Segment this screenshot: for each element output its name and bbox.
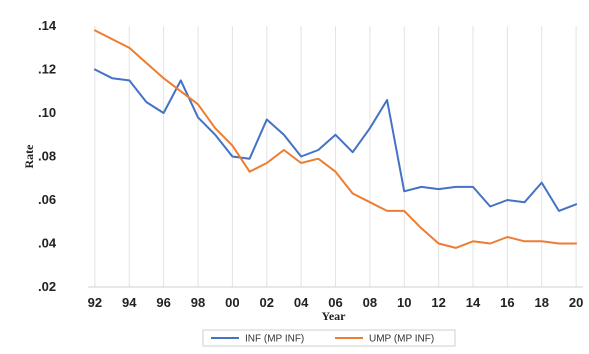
x-tick-label: 92 [88, 295, 102, 310]
x-tick-label: 02 [260, 295, 274, 310]
legend-box [202, 329, 456, 347]
x-tick-label: 20 [569, 295, 583, 310]
y-tick-label: .02 [38, 279, 56, 294]
y-axis-label: Rate [22, 144, 36, 169]
x-tick-label: 00 [225, 295, 239, 310]
series-line-1 [93, 68, 578, 212]
x-tick-label: 94 [122, 295, 137, 310]
x-tick-label: 18 [535, 295, 549, 310]
series-line-2 [93, 29, 578, 249]
x-tick-label: 10 [397, 295, 411, 310]
gridlines [94, 26, 577, 287]
y-tick-label: .10 [38, 105, 56, 120]
y-tick-label: .12 [38, 62, 56, 77]
legend-label-1: INF (MP INF) [245, 334, 304, 345]
y-tick-label: .14 [38, 18, 57, 33]
series-lines [93, 29, 578, 249]
axes: .02 .04 .06 .08 .10 .12 .14 92 94 96 98 00 02 04 06 08 1… [38, 18, 583, 310]
x-tick-label: 14 [466, 295, 481, 310]
legend-label-2: UMP (MP INF) [369, 334, 434, 345]
legend: INF (MP INF) UMP (MP INF) [202, 329, 456, 347]
y-tick-label: .08 [38, 149, 56, 164]
x-tick-label: 98 [191, 295, 205, 310]
y-tick-label: .06 [38, 192, 56, 207]
x-tick-label: 08 [363, 295, 377, 310]
x-tick-label: 12 [431, 295, 445, 310]
x-tick-label: 06 [328, 295, 342, 310]
x-tick-label: 16 [500, 295, 514, 310]
x-tick-label: 96 [156, 295, 170, 310]
x-axis-label: Year [322, 309, 347, 323]
x-tick-label: 04 [294, 295, 309, 310]
y-tick-label: .04 [38, 236, 57, 251]
